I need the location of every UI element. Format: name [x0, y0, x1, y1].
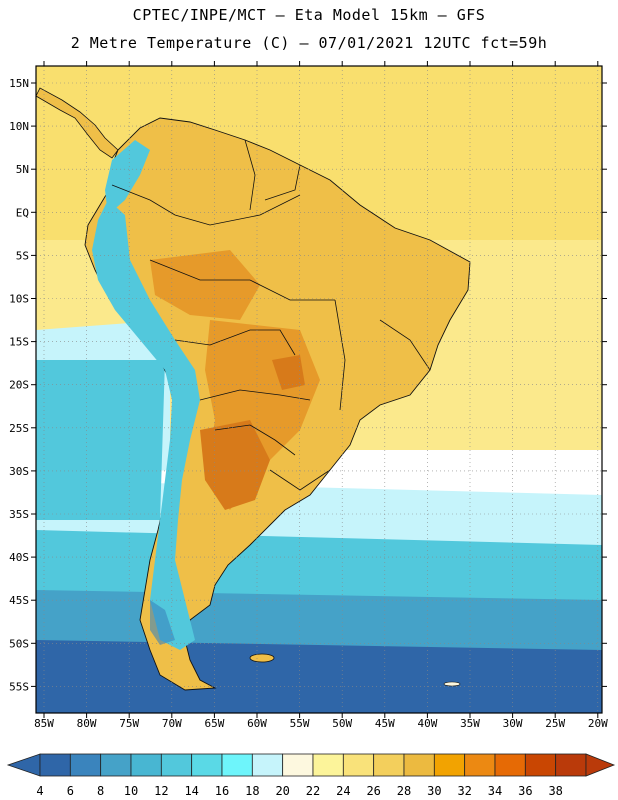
colorbar-label: 20	[275, 784, 289, 798]
country-borders	[111, 139, 431, 491]
lon-tick-label: 30W	[503, 717, 523, 730]
south-georgia-island	[443, 681, 461, 687]
falkland-islands	[249, 653, 275, 663]
colorbar-label: 32	[457, 784, 471, 798]
colorbar-swatch	[373, 753, 405, 777]
colorbar-label: 4	[36, 784, 43, 798]
lon-tick-label: 20W	[588, 717, 608, 730]
lat-tick-label: 25S	[9, 422, 29, 435]
lon-tick-label: 70W	[162, 717, 182, 730]
colorbar-label: 8	[97, 784, 104, 798]
colorbar-swatch	[464, 753, 496, 777]
colorbar-label: 38	[548, 784, 562, 798]
colorbar-arrow-high	[585, 753, 616, 777]
hot-region-amazon	[150, 250, 260, 320]
lat-tick-label: EQ	[16, 206, 29, 219]
lat-tick-label: 5S	[16, 249, 29, 262]
colorbar-swatch	[221, 753, 253, 777]
lat-tick-label: 10N	[9, 120, 29, 133]
lat-tick-label: 10S	[9, 293, 29, 306]
colorbar-label: 26	[366, 784, 380, 798]
colorbar-label: 28	[397, 784, 411, 798]
colorbar-label: 36	[518, 784, 532, 798]
lat-tick-label: 15N	[9, 77, 29, 90]
lat-tick-label: 15S	[9, 336, 29, 349]
lon-tick-label: 80W	[77, 717, 97, 730]
lon-tick-label: 40W	[417, 717, 437, 730]
colorbar-swatch	[524, 753, 557, 777]
colorbar-swatch	[282, 753, 314, 777]
lon-tick-label: 55W	[290, 717, 310, 730]
lat-tick-label: 5N	[16, 163, 29, 176]
colorbar-arrow-low	[6, 753, 41, 777]
map-title: CPTEC/INPE/MCT – Eta Model 15km – GFS	[132, 6, 486, 24]
colorbar-label: 12	[154, 784, 168, 798]
ocean-band-cold	[36, 360, 165, 520]
color-legend: 4 6 8 10 12 14 16 18 20 22 24 26 28 30 32 34 36 38	[6, 753, 616, 798]
lon-tick-label: 75W	[119, 717, 139, 730]
colorbar-swatch	[342, 753, 375, 777]
lon-tick-label: 85W	[34, 717, 54, 730]
axis-ticks: 15N 10N 5N EQ 5S 10S 15S 20S 25S 30S 35S 40S 45S 50S 5…	[9, 61, 608, 730]
lat-tick-label: 55S	[9, 680, 29, 693]
colorbar-label: 34	[488, 784, 502, 798]
lat-tick-label: 35S	[9, 508, 29, 521]
colorbar-swatch	[39, 753, 71, 777]
colombian-andes-strip	[105, 140, 150, 215]
lon-tick-label: 60W	[247, 717, 267, 730]
andes-high-strip	[150, 600, 175, 645]
lon-tick-label: 25W	[545, 717, 565, 730]
colorbar-label: 18	[245, 784, 259, 798]
map-frame	[35, 65, 603, 714]
colorbar-label: 14	[184, 784, 198, 798]
colorbar-swatch	[433, 753, 466, 777]
colorbar-swatch	[191, 753, 223, 777]
lon-tick-label: 35W	[460, 717, 480, 730]
lat-tick-label: 20S	[9, 379, 29, 392]
andes-cold-strip	[92, 200, 200, 650]
colorbar-swatch	[160, 753, 193, 777]
colorbar-swatch	[100, 753, 132, 777]
hotter-region-pantanal	[272, 355, 305, 390]
lon-tick-label: 45W	[375, 717, 395, 730]
ocean-band-deep	[36, 640, 602, 713]
colorbar-swatch	[251, 753, 284, 777]
lat-tick-label: 45S	[9, 594, 29, 607]
lon-tick-label: 50W	[332, 717, 352, 730]
colorbar-label: 30	[427, 784, 441, 798]
colorbar-swatch	[130, 753, 162, 777]
colorbar-swatch	[403, 753, 435, 777]
lon-tick-label: 65W	[204, 717, 224, 730]
lat-tick-label: 40S	[9, 551, 29, 564]
map-subtitle: 2 Metre Temperature (C) – 07/01/2021 12U…	[70, 34, 548, 52]
colorbar-label: 6	[67, 784, 74, 798]
lat-tick-label: 30S	[9, 465, 29, 478]
colorbar-label: 22	[306, 784, 320, 798]
hotter-region-pampas	[200, 420, 270, 510]
colorbar-swatch	[69, 753, 102, 777]
lat-tick-label: 50S	[9, 637, 29, 650]
colorbar-label: 24	[336, 784, 350, 798]
colorbar-swatch	[312, 753, 344, 777]
colorbar-swatch	[494, 753, 526, 777]
colorbar-swatch	[555, 753, 587, 777]
colorbar-label: 16	[215, 784, 229, 798]
colorbar-label: 10	[124, 784, 138, 798]
